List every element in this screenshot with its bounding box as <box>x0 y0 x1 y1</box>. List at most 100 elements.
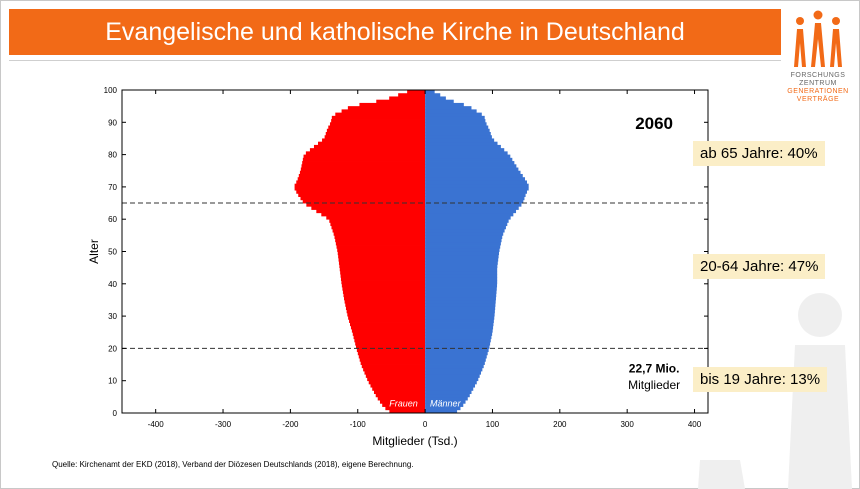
bar-men-age-4 <box>425 396 468 401</box>
bar-women-age-34 <box>344 299 426 304</box>
bar-women-age-37 <box>342 290 426 294</box>
bar-women-age-99 <box>407 90 426 94</box>
bar-men-age-88 <box>425 125 489 130</box>
bar-men-age-24 <box>425 332 493 336</box>
bar-men-age-58 <box>425 222 508 227</box>
bar-men-age-53 <box>425 238 502 243</box>
bar-men-age-57 <box>425 225 506 230</box>
bar-women-age-61 <box>321 212 426 217</box>
bar-women-age-16 <box>359 358 426 362</box>
bar-men-age-74 <box>425 170 521 175</box>
title-bar: Evangelische und katholische Kirche in D… <box>9 9 781 55</box>
bar-men-age-49 <box>425 251 499 256</box>
bar-women-age-72 <box>297 177 426 181</box>
bar-women-age-28 <box>349 319 426 323</box>
x-tick-label: -200 <box>282 420 299 429</box>
bar-women-age-53 <box>335 238 426 243</box>
bar-men-age-42 <box>425 274 498 278</box>
logo-text: FORSCHUNGS ZENTRUM GENERATIONEN VERTRÄGE <box>784 72 852 104</box>
logo-line-2: ZENTRUM <box>799 80 837 87</box>
bar-women-age-95 <box>359 102 426 107</box>
bar-men-age-21 <box>425 341 491 346</box>
bar-women-age-12 <box>364 371 426 375</box>
bar-women-age-81 <box>309 148 426 152</box>
bar-women-age-0 <box>389 409 426 414</box>
logo-line-1: FORSCHUNGS <box>790 72 846 79</box>
bar-women-age-83 <box>318 141 426 146</box>
bar-men-age-14 <box>425 364 484 369</box>
bar-women-age-27 <box>350 322 426 327</box>
y-tick-label: 0 <box>113 409 118 418</box>
bar-men-age-40 <box>425 280 498 285</box>
x-tick-label: 200 <box>553 420 567 429</box>
bar-men-age-65 <box>425 199 524 204</box>
bar-women-age-2 <box>382 403 426 407</box>
series-label-men: Männer <box>430 399 462 409</box>
bar-men-age-67 <box>425 193 526 197</box>
x-tick-label: -400 <box>148 420 165 429</box>
bar-women-age-94 <box>347 106 426 110</box>
bar-women-age-3 <box>379 400 426 404</box>
bar-men-age-9 <box>425 380 477 385</box>
bar-men-age-10 <box>425 377 479 382</box>
bar-men-age-70 <box>425 183 529 188</box>
bar-women-age-75 <box>300 167 426 172</box>
series-label-women: Frauen <box>389 399 418 409</box>
bar-women-age-84 <box>322 138 426 143</box>
bar-men-age-35 <box>425 296 496 301</box>
bar-men-age-36 <box>425 293 497 298</box>
badge-age-0-19: bis 19 Jahre: 13% <box>693 367 828 392</box>
bar-men-age-69 <box>425 186 529 191</box>
bar-men-age-94 <box>425 106 472 110</box>
bar-men-age-82 <box>425 144 501 149</box>
bar-men-age-81 <box>425 148 505 152</box>
bar-women-age-38 <box>342 287 426 291</box>
slide-title: Evangelische und katholische Kirche in D… <box>105 18 685 46</box>
bar-men-age-41 <box>425 277 498 281</box>
bar-men-age-19 <box>425 348 489 353</box>
bar-men-age-76 <box>425 164 517 168</box>
bar-men-age-29 <box>425 316 495 320</box>
bar-men-age-60 <box>425 215 511 220</box>
bar-men-age-48 <box>425 254 499 259</box>
bar-men-age-91 <box>425 115 485 120</box>
bar-women-age-35 <box>344 296 426 301</box>
bar-men-age-99 <box>425 90 435 94</box>
y-axis-label: Alter <box>87 239 101 264</box>
bar-men-age-30 <box>425 312 495 317</box>
bar-men-age-7 <box>425 387 474 391</box>
bar-men-age-39 <box>425 283 498 288</box>
research-center-logo: FORSCHUNGS ZENTRUM GENERATIONEN VERTRÄGE <box>784 9 852 107</box>
y-tick-label: 30 <box>108 312 117 321</box>
bar-men-age-15 <box>425 361 485 365</box>
bar-women-age-15 <box>360 361 426 365</box>
bar-men-age-54 <box>425 235 503 239</box>
bar-women-age-9 <box>368 380 426 385</box>
bar-men-age-97 <box>425 96 446 101</box>
bar-women-age-56 <box>332 228 426 233</box>
bar-women-age-18 <box>357 351 426 356</box>
bar-women-age-6 <box>373 390 426 395</box>
bar-women-age-13 <box>363 367 426 372</box>
bar-women-age-41 <box>340 277 426 281</box>
bar-women-age-85 <box>324 135 426 139</box>
bar-women-age-8 <box>370 383 426 388</box>
bar-women-age-62 <box>316 209 426 214</box>
bar-men-age-8 <box>425 383 476 388</box>
bar-women-age-78 <box>302 157 426 162</box>
bar-women-age-22 <box>354 338 426 343</box>
bar-men-age-95 <box>425 102 464 107</box>
bar-women-age-77 <box>302 161 426 165</box>
bar-men-age-85 <box>425 135 492 139</box>
bar-women-age-80 <box>305 151 426 155</box>
bar-women-age-48 <box>338 254 426 259</box>
bar-men-age-64 <box>425 203 522 207</box>
bar-women-age-19 <box>356 348 426 353</box>
bar-women-age-30 <box>347 312 426 317</box>
bar-men-age-71 <box>425 180 527 185</box>
total-members-value: 22,7 Mio. <box>629 362 680 376</box>
bar-women-age-24 <box>352 332 426 336</box>
bar-men-age-5 <box>425 393 470 398</box>
x-tick-label: 300 <box>620 420 634 429</box>
bar-women-age-1 <box>385 406 426 411</box>
